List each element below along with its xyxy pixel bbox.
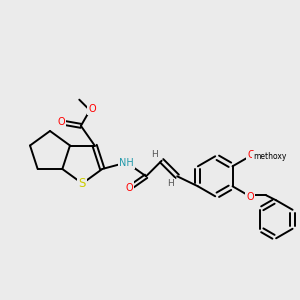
Text: O: O: [57, 117, 65, 127]
Text: O: O: [125, 183, 133, 193]
Text: H: H: [151, 150, 158, 159]
Text: methoxy: methoxy: [253, 152, 286, 161]
Text: NH: NH: [119, 158, 134, 167]
Text: O: O: [247, 150, 255, 160]
Text: O: O: [88, 104, 96, 114]
Text: S: S: [79, 177, 86, 190]
Text: O: O: [246, 192, 254, 202]
Text: H: H: [167, 179, 174, 188]
